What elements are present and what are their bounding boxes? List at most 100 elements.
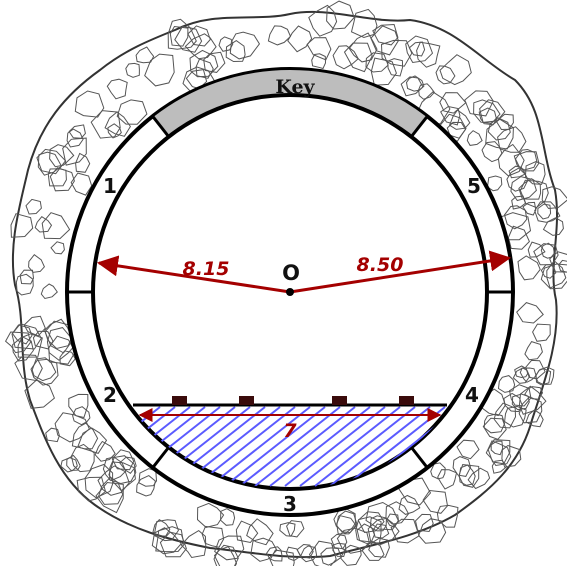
rock-cobble xyxy=(546,260,567,289)
left-dimension-label: 8.15 xyxy=(183,258,230,280)
rock-cobble xyxy=(497,126,527,153)
rock-cobble xyxy=(336,527,370,554)
rock-cobble xyxy=(37,151,63,176)
rock-cobble xyxy=(437,469,458,490)
rock-cobble xyxy=(464,90,494,117)
rock-cobble xyxy=(452,456,472,477)
rock-cobble xyxy=(54,412,90,443)
rock-cobble xyxy=(435,65,456,85)
rock-cobble xyxy=(220,508,236,526)
rock-cobble xyxy=(32,330,54,350)
rock-cobble xyxy=(517,255,541,281)
rock-cobbles xyxy=(4,0,567,566)
rock-cobble xyxy=(326,0,355,30)
rock-cobble xyxy=(525,409,544,428)
rock-cobble xyxy=(246,518,274,546)
rock-cobble xyxy=(151,527,182,555)
rock-cobble xyxy=(180,529,207,559)
rock-cobble xyxy=(269,549,295,566)
rock-cobble xyxy=(370,57,397,86)
rock-cobble xyxy=(448,109,471,130)
rock-cobble xyxy=(299,545,318,563)
rock-cobble xyxy=(511,393,530,411)
segment-label-1: 1 xyxy=(103,174,117,198)
rock-cobble xyxy=(522,201,537,216)
rock-cobble xyxy=(418,83,435,100)
rock-cobble xyxy=(540,264,557,279)
rock-cobble xyxy=(458,464,476,486)
sleeper xyxy=(239,396,254,405)
rock-cobble xyxy=(473,99,501,124)
rock-cobble xyxy=(507,225,530,250)
sleeper xyxy=(332,396,347,405)
rock-cobble xyxy=(518,385,547,415)
rock-cobble xyxy=(483,413,506,434)
rail-sleepers xyxy=(172,396,414,405)
segment-label-3: 3 xyxy=(283,492,297,516)
rock-cobble xyxy=(196,502,225,528)
rock-cobble xyxy=(66,454,81,471)
rock-cobble xyxy=(49,167,75,192)
rock-cobble xyxy=(311,53,327,70)
rock-cobble xyxy=(285,546,302,562)
segment-joint xyxy=(151,115,170,138)
rock-cobble xyxy=(332,45,359,70)
rock-cobble xyxy=(308,540,337,566)
rock-cobble xyxy=(104,111,131,137)
rock-cobble xyxy=(501,444,522,468)
rock-cobble xyxy=(549,251,567,273)
rock-cobble xyxy=(542,217,564,236)
rock-cobble xyxy=(336,510,358,534)
rock-cobble xyxy=(286,520,305,538)
rock-cobble xyxy=(485,440,512,467)
right-dimension-label: 8.50 xyxy=(357,254,404,276)
rock-cobble xyxy=(497,143,525,177)
rock-cobble xyxy=(523,386,544,400)
rock-cobble xyxy=(94,440,116,462)
segment-joint xyxy=(151,446,170,469)
segment-label-4: 4 xyxy=(465,383,479,407)
rock-cobble xyxy=(72,406,91,426)
rock-cobble xyxy=(490,440,504,456)
rock-cobble xyxy=(518,178,542,200)
segment-joint xyxy=(410,446,429,469)
dimension-lines xyxy=(96,250,512,422)
rock-cobble xyxy=(111,449,135,471)
rock-cobble xyxy=(540,242,555,259)
rock-cobble xyxy=(213,544,239,566)
rock-cobble xyxy=(343,42,373,73)
rock-cobble xyxy=(135,46,155,64)
rock-cobble xyxy=(218,36,234,52)
rock-cobble xyxy=(414,513,434,533)
rock-cobble xyxy=(482,417,507,440)
rock-cobble xyxy=(387,58,404,77)
rock-cobble xyxy=(50,241,65,255)
rock-cobble xyxy=(405,75,425,92)
rock-cobble xyxy=(109,455,137,485)
rock-cobble xyxy=(519,179,549,209)
right-radius-line xyxy=(289,250,512,294)
rock-cobble xyxy=(28,254,45,273)
rock-cobble xyxy=(235,520,259,544)
segment-joint xyxy=(410,115,429,138)
rock-cobble xyxy=(503,205,528,230)
rock-cobble xyxy=(174,25,203,53)
rock-cobble xyxy=(203,51,226,73)
rock-cobble xyxy=(46,327,77,361)
rock-cobble xyxy=(516,302,544,324)
rock-cobble xyxy=(368,537,390,558)
rock-cobble xyxy=(527,241,546,258)
rock-cobble xyxy=(144,53,175,87)
rock-cobble xyxy=(558,259,567,273)
rock-cobble xyxy=(70,172,93,196)
rock-cobble xyxy=(350,8,378,39)
rock-cobble xyxy=(4,331,32,354)
rock-cobble xyxy=(491,459,508,474)
rock-cobble xyxy=(125,62,140,78)
rock-cobble xyxy=(332,542,347,558)
center-point xyxy=(286,288,294,296)
rock-cobble xyxy=(541,186,567,210)
rock-cobble xyxy=(405,35,434,64)
rock-cobble xyxy=(229,31,261,60)
